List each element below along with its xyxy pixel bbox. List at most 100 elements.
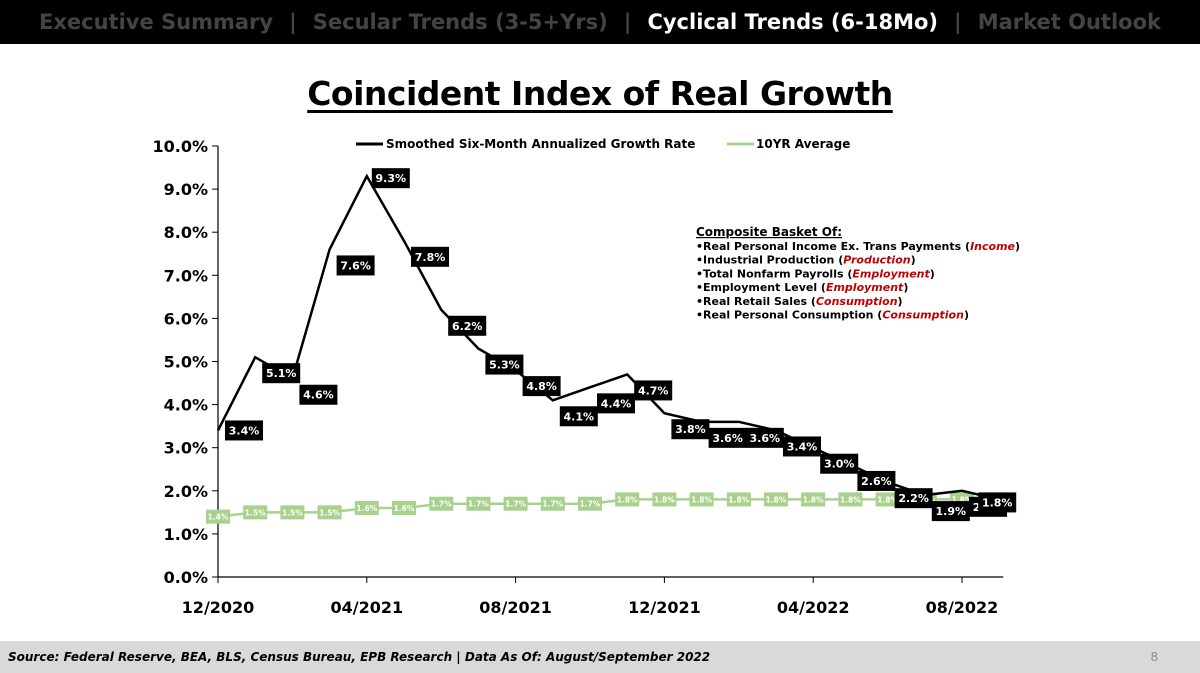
annotation-item-close: ) bbox=[903, 281, 908, 294]
growth-data-label: 4.8% bbox=[526, 380, 557, 393]
growth-data-label: 5.3% bbox=[489, 359, 520, 372]
y-tick-label: 0.0% bbox=[164, 568, 208, 587]
y-tick-label: 6.0% bbox=[164, 309, 208, 328]
average-point-marker bbox=[392, 501, 416, 516]
nav-separator: | bbox=[954, 10, 962, 34]
annotation-item-name: •Total Nonfarm Payrolls ( bbox=[696, 267, 852, 280]
x-tick-label: 12/2020 bbox=[182, 598, 255, 617]
growth-line-chart: 0.0% 1.0% 2.0% 3.0% 4.0% 5.0% 6.0% 7.0% 8.0% 9.0%… bbox=[152, 137, 1020, 617]
annotation-item: •Real Retail Sales (Consumption) bbox=[696, 295, 903, 308]
annotation-item-name: •Real Retail Sales ( bbox=[696, 295, 816, 308]
average-data-label: 1.8% bbox=[691, 495, 712, 504]
average-point-marker bbox=[466, 496, 491, 511]
average-point-marker bbox=[615, 492, 640, 507]
growth-data-label: 2.6% bbox=[861, 475, 892, 488]
annotation-item-tag: Production bbox=[843, 254, 911, 267]
average-point-marker bbox=[354, 501, 379, 516]
growth-data-label: 5.1% bbox=[266, 367, 297, 380]
average-data-label: 1.8% bbox=[766, 495, 787, 504]
growth-label-box bbox=[485, 354, 524, 375]
annotation-item-name: •Real Personal Consumption ( bbox=[696, 309, 882, 322]
average-point-marker bbox=[503, 496, 528, 511]
y-tick-label: 3.0% bbox=[164, 439, 208, 458]
average-point-marker bbox=[726, 492, 751, 507]
average-point-marker bbox=[317, 505, 342, 520]
average-data-label: 1.7% bbox=[580, 500, 601, 509]
growth-data-label: 3.4% bbox=[787, 440, 818, 453]
x-tick-label: 12/2021 bbox=[628, 598, 701, 617]
growth-label-box bbox=[745, 427, 784, 448]
annotation-item: •Industrial Production (Production) bbox=[696, 254, 916, 267]
growth-label-box bbox=[931, 501, 970, 522]
average-data-label: 1.5% bbox=[319, 508, 340, 517]
annotation-item: •Real Personal Consumption (Consumption) bbox=[696, 309, 969, 322]
y-tick-label: 7.0% bbox=[164, 266, 208, 285]
annotation-item: •Real Personal Income Ex. Trans Payments… bbox=[696, 240, 1020, 253]
growth-data-label: 4.6% bbox=[303, 389, 334, 402]
y-tick-label: 9.0% bbox=[164, 180, 208, 199]
annotation-item-name: •Employment Level ( bbox=[696, 281, 826, 294]
y-tick-label: 4.0% bbox=[164, 396, 208, 415]
tab-market-outlook[interactable]: Market Outlook bbox=[977, 10, 1161, 34]
y-tick-label: 1.0% bbox=[164, 525, 208, 544]
y-tick-label: 10.0% bbox=[152, 137, 208, 156]
annotation-heading: Composite Basket Of: bbox=[696, 225, 842, 239]
growth-label-box bbox=[411, 246, 449, 267]
average-point-marker bbox=[578, 496, 602, 511]
average-data-label: 1.5% bbox=[282, 508, 303, 517]
growth-data-label: 7.8% bbox=[415, 251, 446, 264]
average-data-label: 1.5% bbox=[245, 508, 266, 517]
annotation-item-tag: Consumption bbox=[882, 309, 964, 322]
series-line-growth-rate bbox=[216, 173, 1000, 501]
tab-cyclical-trends[interactable]: Cyclical Trends (6-18Mo) bbox=[647, 10, 939, 34]
average-data-label: 1.8% bbox=[728, 495, 749, 504]
annotation-item-close: ) bbox=[1015, 240, 1020, 253]
average-data-label: 1.6% bbox=[356, 504, 377, 513]
growth-label-box bbox=[857, 470, 896, 491]
annotation-item-close: ) bbox=[964, 309, 969, 322]
growth-data-label: 3.8% bbox=[675, 423, 706, 436]
average-point-marker bbox=[652, 492, 677, 507]
average-point-marker bbox=[429, 496, 454, 511]
annotation-item-name: •Real Personal Income Ex. Trans Payments… bbox=[696, 240, 970, 253]
growth-label-box bbox=[671, 419, 710, 440]
growth-label-box bbox=[225, 420, 263, 441]
growth-data-label: 3.4% bbox=[229, 424, 260, 437]
tab-executive-summary[interactable]: Executive Summary bbox=[39, 10, 274, 34]
annotation-item-close: ) bbox=[898, 295, 903, 308]
growth-data-label: 4.4% bbox=[601, 397, 632, 410]
growth-label-box bbox=[559, 406, 598, 427]
y-tick-label: 8.0% bbox=[164, 223, 208, 242]
growth-label-box bbox=[522, 376, 561, 397]
growth-data-label: 4.1% bbox=[564, 410, 595, 423]
growth-label-box bbox=[634, 380, 673, 401]
average-data-label: 1.8% bbox=[877, 495, 898, 504]
x-tick-label: 08/2021 bbox=[479, 598, 552, 617]
annotation-item-close: ) bbox=[911, 254, 916, 267]
slide-title: Coincident Index of Real Growth bbox=[307, 74, 893, 113]
growth-label-box bbox=[371, 168, 410, 189]
average-point-marker bbox=[243, 505, 268, 520]
growth-data-label: 3.0% bbox=[824, 458, 855, 471]
growth-label-box bbox=[894, 488, 933, 509]
average-point-marker bbox=[206, 509, 230, 524]
series-line-10yr-average bbox=[217, 498, 1000, 518]
average-point-marker bbox=[801, 492, 826, 507]
annotation-item: •Total Nonfarm Payrolls (Employment) bbox=[696, 267, 935, 280]
growth-label-box bbox=[262, 363, 301, 384]
tab-secular-trends[interactable]: Secular Trends (3-5+Yrs) bbox=[312, 10, 608, 34]
growth-label-box bbox=[820, 453, 859, 474]
source-note: Source: Federal Reserve, BEA, BLS, Censu… bbox=[8, 650, 711, 664]
x-tick-label: 04/2022 bbox=[777, 598, 850, 617]
average-data-label: 1.8% bbox=[617, 495, 638, 504]
legend-label-growth: Smoothed Six-Month Annualized Growth Rat… bbox=[386, 137, 695, 151]
growth-label-box bbox=[708, 427, 747, 448]
nav-separator: | bbox=[289, 10, 297, 34]
annotation-item-tag: Income bbox=[970, 240, 1015, 253]
annotation-item-tag: Consumption bbox=[816, 295, 898, 308]
average-point-marker bbox=[280, 505, 305, 520]
average-data-label: 1.7% bbox=[542, 500, 563, 509]
average-data-label: 1.7% bbox=[431, 500, 452, 509]
annotation-item-name: •Industrial Production ( bbox=[696, 254, 843, 267]
average-point-marker bbox=[689, 492, 714, 507]
